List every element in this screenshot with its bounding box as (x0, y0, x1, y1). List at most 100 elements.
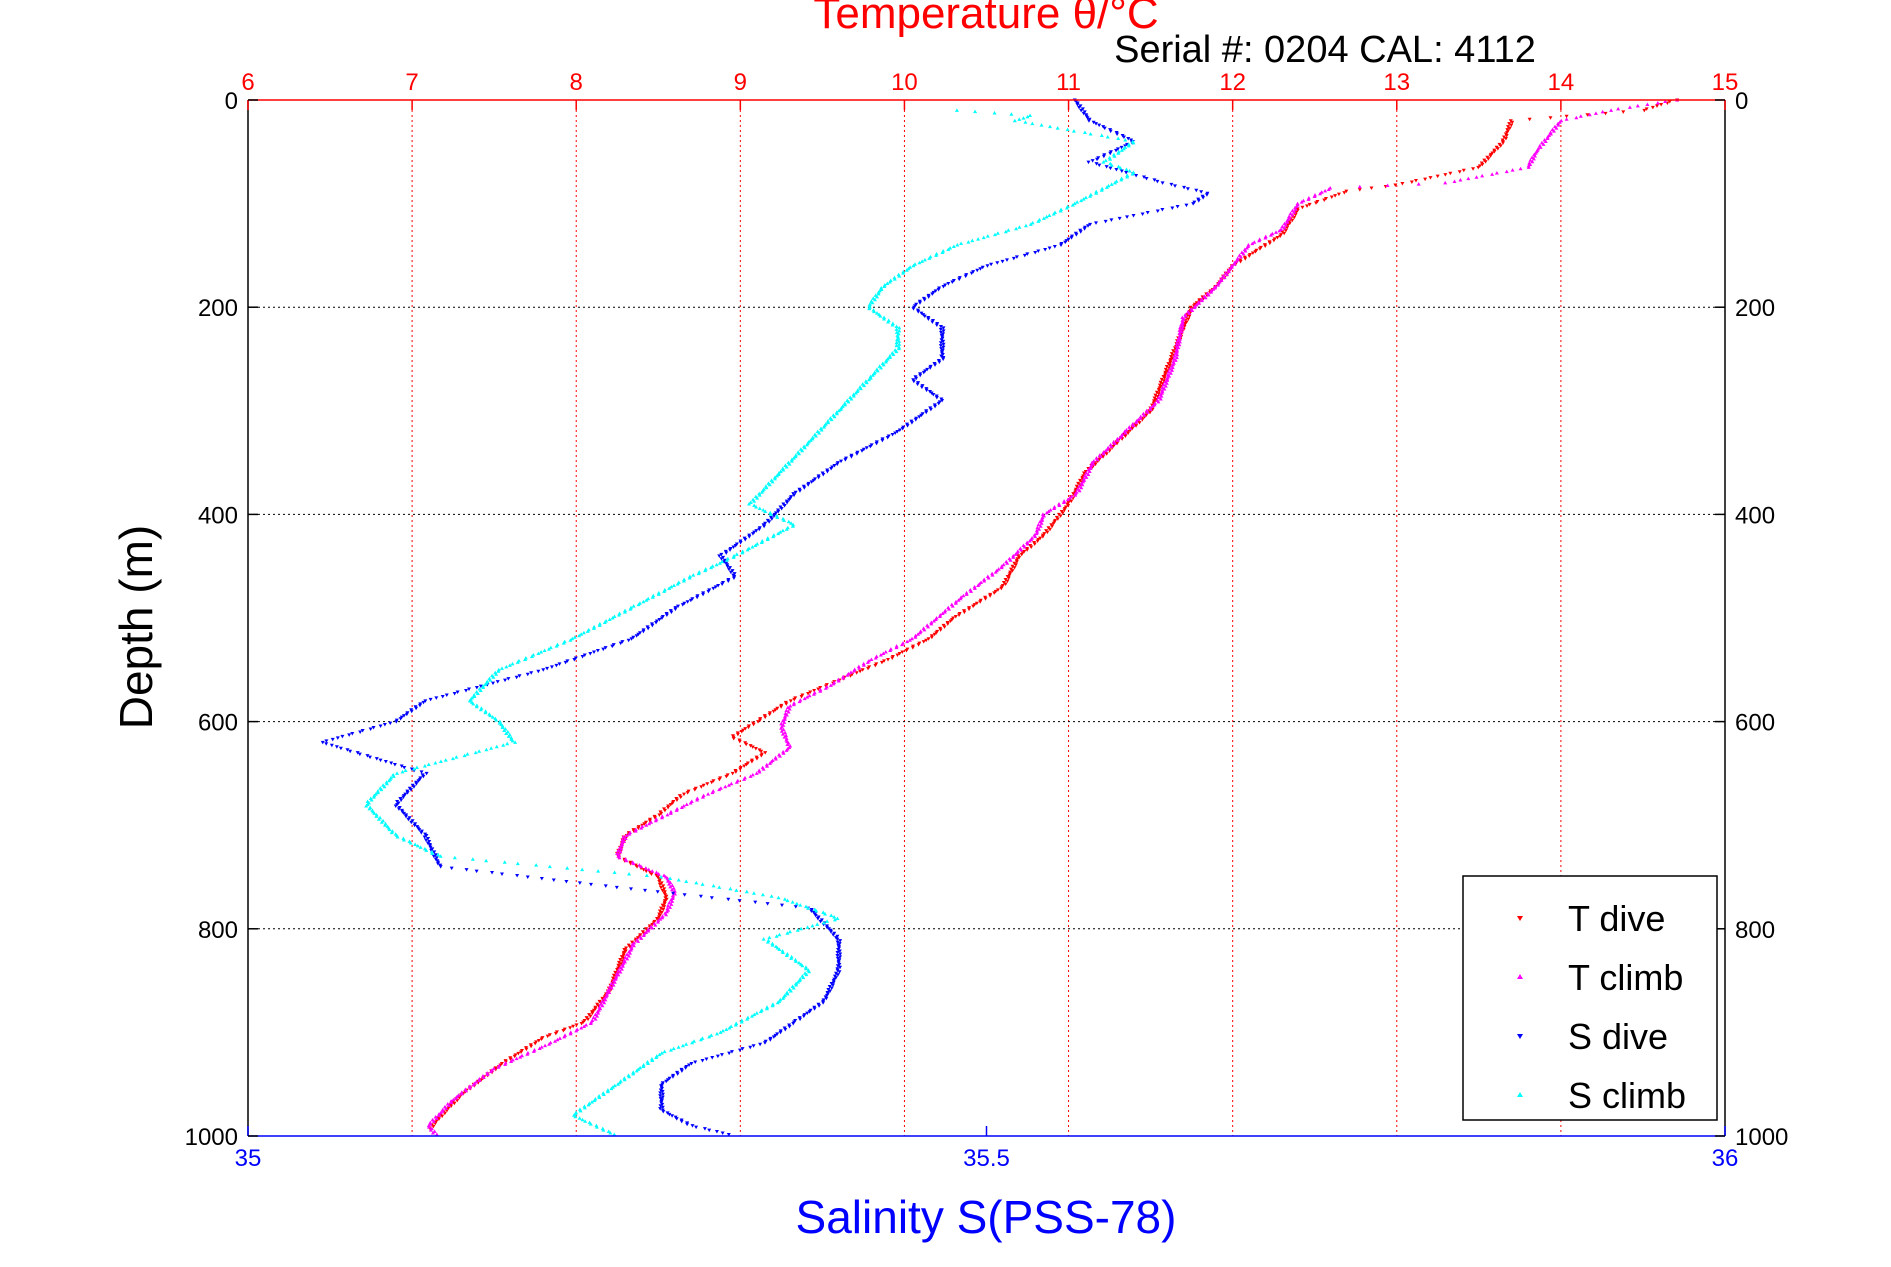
data-point (631, 943, 636, 948)
data-point (1172, 354, 1177, 358)
data-point (755, 542, 760, 546)
data-point (394, 720, 399, 724)
data-point (636, 939, 641, 943)
data-point (1357, 188, 1362, 192)
data-point (369, 798, 374, 802)
data-point (866, 666, 871, 671)
data-point (724, 551, 729, 555)
data-point (581, 630, 586, 635)
data-point (411, 766, 416, 771)
data-point (701, 592, 706, 597)
data-point (823, 912, 828, 916)
data-point (1035, 539, 1040, 544)
data-point (531, 1049, 536, 1053)
data-point (679, 805, 684, 809)
data-point (941, 357, 946, 361)
data-point (1179, 329, 1184, 334)
data-point (401, 838, 406, 842)
data-point (888, 648, 893, 653)
data-point (705, 782, 710, 786)
data-point (860, 668, 865, 672)
data-point (659, 875, 664, 879)
data-point (515, 660, 520, 664)
data-point (387, 778, 392, 783)
data-point (659, 616, 664, 620)
data-point (597, 621, 602, 626)
data-point (345, 748, 350, 752)
left-tick-label: 400 (198, 502, 238, 529)
data-point (1329, 195, 1334, 200)
data-point (1014, 226, 1019, 231)
data-point (1130, 172, 1135, 176)
data-point (1518, 166, 1523, 171)
data-point (610, 644, 615, 649)
data-point (358, 730, 363, 734)
data-point (1307, 202, 1312, 207)
data-point (894, 349, 899, 354)
data-point (1655, 100, 1660, 105)
data-point (838, 955, 843, 959)
data-point (658, 917, 663, 921)
data-point (1119, 169, 1124, 174)
data-point (808, 438, 813, 442)
data-point (831, 933, 836, 937)
data-point (932, 632, 937, 637)
data-point (807, 1010, 812, 1014)
data-point (749, 760, 754, 764)
data-point (355, 751, 360, 755)
data-point (1300, 205, 1305, 210)
data-point (773, 708, 778, 712)
data-point (503, 1062, 508, 1066)
data-point (656, 592, 661, 596)
data-point (747, 502, 752, 506)
data-point (1548, 132, 1553, 136)
data-point (894, 343, 899, 348)
data-point (767, 482, 772, 487)
data-point (744, 763, 749, 767)
data-point (872, 297, 877, 302)
data-point (1483, 160, 1488, 164)
data-point (536, 1038, 541, 1043)
data-point (525, 672, 530, 677)
data-point (603, 884, 608, 888)
data-point (757, 506, 762, 510)
data-point (654, 620, 659, 625)
data-point (658, 1107, 663, 1111)
data-point (1055, 517, 1060, 521)
data-point (922, 314, 927, 319)
data-point (509, 735, 514, 740)
data-point (1003, 578, 1008, 582)
data-point (1099, 133, 1104, 138)
data-point (536, 651, 541, 656)
data-point (1443, 180, 1448, 185)
data-point (1084, 475, 1089, 479)
data-point (825, 419, 830, 423)
data-point (650, 869, 655, 873)
data-point (649, 820, 654, 824)
data-point (773, 757, 778, 761)
data-point (750, 544, 755, 549)
data-point (933, 617, 938, 621)
data-point (1510, 168, 1515, 172)
data-point (734, 888, 739, 892)
data-point (921, 370, 926, 375)
data-point (917, 415, 922, 419)
data-point (1099, 188, 1104, 192)
data-point (375, 790, 380, 795)
data-point (909, 421, 914, 425)
data-point (928, 407, 933, 412)
data-point (993, 570, 998, 574)
data-point (1243, 257, 1248, 261)
data-point (1058, 514, 1063, 518)
data-point (403, 768, 408, 772)
data-point (631, 861, 636, 866)
data-point (1574, 115, 1579, 120)
data-point (919, 385, 924, 390)
data-point (895, 337, 900, 342)
data-point (835, 973, 840, 977)
data-point (788, 699, 793, 703)
data-point (1101, 451, 1106, 456)
data-point (693, 1060, 698, 1064)
data-points (320, 98, 1680, 1137)
data-point (926, 317, 931, 322)
